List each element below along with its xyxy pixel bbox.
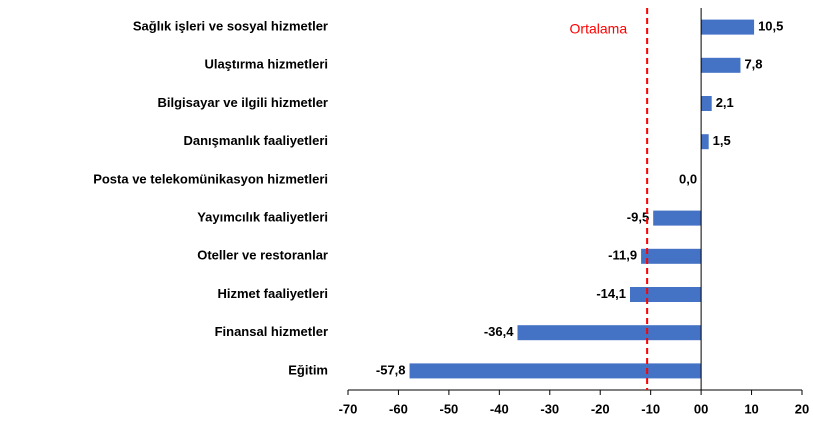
bar [629,287,702,302]
x-tick-label: 20 [795,401,809,416]
category-label: Eğitim [288,362,328,377]
value-label: 10,5 [758,19,783,34]
value-label: -14,1 [596,286,626,301]
bar [517,325,702,341]
value-label: -9,5 [627,210,649,225]
bar [701,57,741,73]
category-label: Posta ve telekomünikasyon hizmetleri [93,171,328,186]
x-tick-label: -40 [490,401,509,416]
category-label: Yayımcılık faaliyetleri [197,210,328,225]
value-label: 1,5 [713,133,731,148]
bar [409,363,702,379]
x-tick-label: -30 [540,401,559,416]
category-label: Bilgisayar ve ilgili hizmetler [157,95,328,110]
value-label: -36,4 [484,324,514,339]
category-label: Oteller ve restoranlar [197,248,328,263]
category-label: Danışmanlık faaliyetleri [183,133,328,148]
x-tick-label: -50 [439,401,458,416]
x-tick-label: -20 [591,401,610,416]
value-label: -57,8 [376,362,406,377]
category-label: Hizmet faaliyetleri [217,286,328,301]
category-label: Sağlık işleri ve sosyal hizmetler [133,19,328,34]
bar [641,248,702,264]
x-tick-label: -10 [641,401,660,416]
bar [701,96,712,111]
value-label: 0,0 [679,171,697,186]
annotation: Ortalama [570,21,628,37]
value-label: 2,1 [716,95,734,110]
x-tick-label: 00 [694,401,708,416]
bar [653,210,702,226]
value-label: -11,9 [608,248,637,263]
bar [701,19,755,35]
category-label: Ulaştırma hizmetleri [204,57,328,72]
value-label: 7,8 [744,57,762,72]
bar [701,134,709,150]
category-label: Finansal hizmetler [215,324,328,339]
x-tick-label: -70 [339,401,358,416]
x-tick-label: -60 [389,401,408,416]
x-tick-label: 10 [744,401,758,416]
